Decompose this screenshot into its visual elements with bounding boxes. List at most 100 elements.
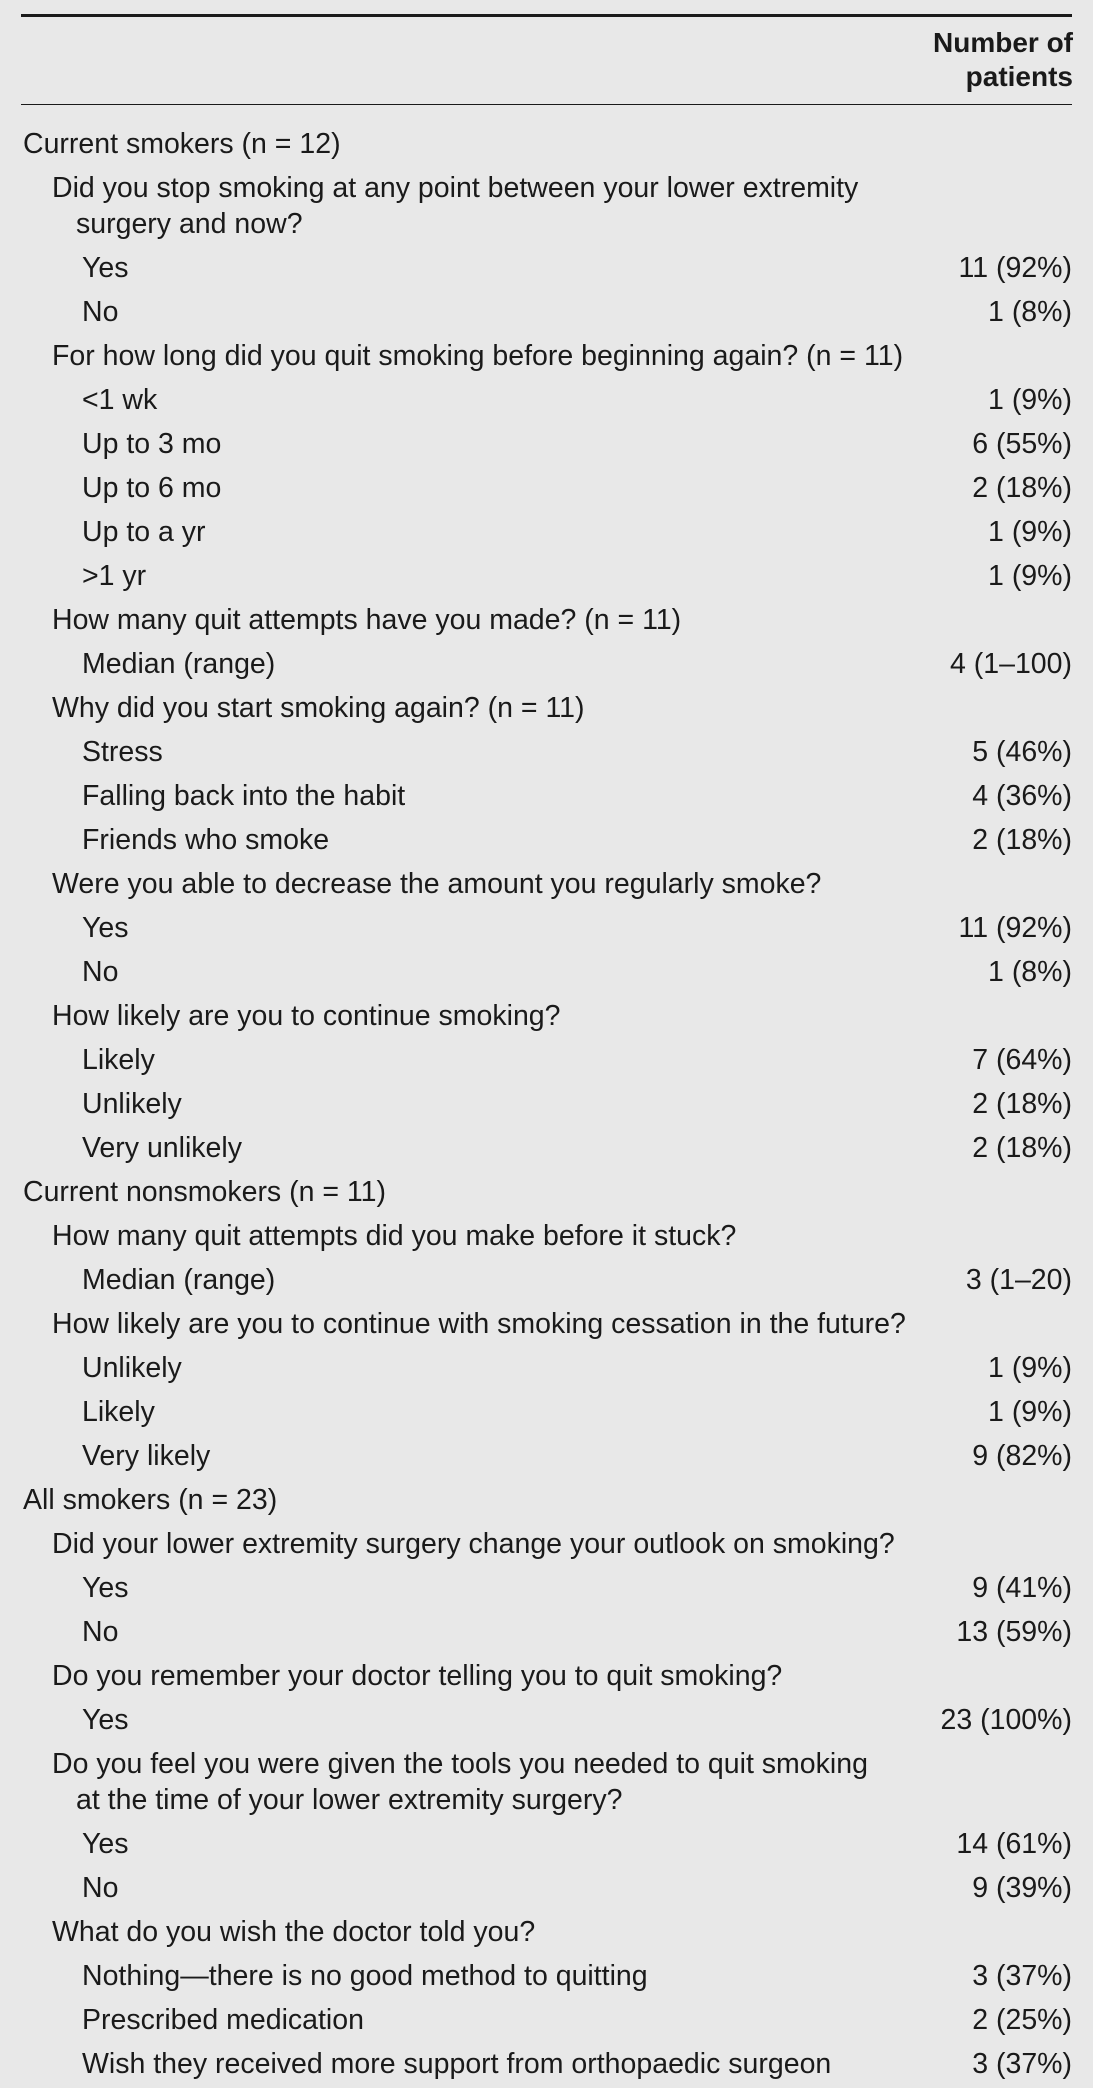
row-label-text: No: [82, 1616, 119, 1648]
row-value: 2 (25%): [972, 2004, 1072, 2036]
row-label-text: Unlikely: [82, 1352, 182, 1384]
row-label: Up to 6 mo: [0, 466, 1093, 510]
answer-row: Median (range) 3 (1–20): [0, 1258, 1093, 1302]
question-row: For how long did you quit smoking before…: [0, 334, 1093, 378]
column-header-line1: Number of: [933, 27, 1073, 58]
row-value: 1 (8%): [988, 296, 1072, 328]
answer-row: Very likely 9 (82%): [0, 1434, 1093, 1478]
row-label-continuation: surgery and now?: [76, 208, 303, 240]
row-label: No: [0, 950, 1093, 994]
answer-row: Likely 1 (9%): [0, 1390, 1093, 1434]
answer-row: Up to 6 mo 2 (18%): [0, 466, 1093, 510]
row-label-text: Stress: [82, 736, 163, 768]
row-label: Do you feel you were given the tools you…: [0, 1746, 1093, 1818]
question-row: How many quit attempts did you make befo…: [0, 1214, 1093, 1258]
column-header-number-of-patients: Number of patients: [873, 26, 1073, 94]
row-label: Yes: [0, 1822, 1093, 1866]
row-value: 2 (18%): [972, 1132, 1072, 1164]
row-value: 2 (18%): [972, 824, 1072, 856]
row-value: 9 (39%): [972, 1872, 1072, 1904]
row-label-text: Do you remember your doctor telling you …: [52, 1660, 783, 1692]
row-label: How likely are you to continue with smok…: [0, 1302, 1093, 1346]
row-label: Unlikely: [0, 1082, 1093, 1126]
row-label: No: [0, 1866, 1093, 1910]
row-label: Up to a yr: [0, 510, 1093, 554]
question-row: What do you wish the doctor told you?: [0, 1910, 1093, 1954]
answer-row: Median (range) 4 (1–100): [0, 642, 1093, 686]
row-value: 5 (46%): [972, 736, 1072, 768]
row-label-text: Current smokers (n = 12): [23, 128, 341, 160]
row-label-text: Yes: [82, 252, 129, 284]
row-label-text: Friends who smoke: [82, 824, 330, 856]
row-value: 1 (9%): [988, 1396, 1072, 1428]
row-value: 1 (9%): [988, 1352, 1072, 1384]
row-label: Current smokers (n = 12): [0, 122, 1093, 166]
row-label-text: No: [82, 956, 119, 988]
row-label-text: Yes: [82, 1572, 129, 1604]
answer-row: Up to 3 mo 6 (55%): [0, 422, 1093, 466]
row-label-text: <1 wk: [82, 384, 158, 416]
row-label: Did you stop smoking at any point betwee…: [0, 170, 1093, 242]
row-label: Likely: [0, 1038, 1093, 1082]
question-row: Were you able to decrease the amount you…: [0, 862, 1093, 906]
row-label: Up to 3 mo: [0, 422, 1093, 466]
row-label: What do you wish the doctor told you?: [0, 1910, 1093, 1954]
row-value: 3 (37%): [972, 2048, 1072, 2080]
row-label: Current nonsmokers (n = 11): [0, 1170, 1093, 1214]
row-label-text: For how long did you quit smoking before…: [52, 340, 904, 372]
row-label: Nothing—there is no good method to quitt…: [0, 1954, 1093, 1998]
row-label-text: Yes: [82, 1828, 129, 1860]
row-label-text: Were you able to decrease the amount you…: [52, 868, 822, 900]
section-header-row: Current smokers (n = 12): [0, 122, 1093, 166]
row-label-text: Falling back into the habit: [82, 780, 406, 812]
section-header-row: Current nonsmokers (n = 11): [0, 1170, 1093, 1214]
row-label-text: What do you wish the doctor told you?: [52, 1916, 536, 1948]
row-label-text: No: [82, 1872, 119, 1904]
row-value: 11 (92%): [958, 912, 1072, 944]
row-value: 3 (37%): [972, 1960, 1072, 1992]
row-value: 2 (18%): [972, 1088, 1072, 1120]
row-label: How many quit attempts did you make befo…: [0, 1214, 1093, 1258]
row-label-text: Very likely: [82, 1440, 211, 1472]
answer-row: Friends who smoke 2 (18%): [0, 818, 1093, 862]
answer-row: Yes 11 (92%): [0, 906, 1093, 950]
header-rule: [21, 104, 1072, 105]
row-label: Very unlikely: [0, 1126, 1093, 1170]
answer-row: No 9 (39%): [0, 1866, 1093, 1910]
row-value: 9 (41%): [972, 1572, 1072, 1604]
row-label: Why did you start smoking again? (n = 11…: [0, 686, 1093, 730]
answer-row: Unlikely 1 (9%): [0, 1346, 1093, 1390]
row-label-text: Did your lower extremity surgery change …: [52, 1528, 895, 1560]
row-label: No: [0, 1610, 1093, 1654]
row-label-text: Yes: [82, 1704, 129, 1736]
row-label: <1 wk: [0, 378, 1093, 422]
row-label: Falling back into the habit: [0, 774, 1093, 818]
answer-row: Nothing—there is no good method to quitt…: [0, 1954, 1093, 1998]
row-label-text: Likely: [82, 1396, 155, 1428]
row-label-text: All smokers (n = 23): [23, 1484, 278, 1516]
answer-row: Stress 5 (46%): [0, 730, 1093, 774]
row-label: Do you remember your doctor telling you …: [0, 1654, 1093, 1698]
answer-row: Prescribed medication 2 (25%): [0, 1998, 1093, 2042]
row-label-text: Did you stop smoking at any point betwee…: [52, 172, 859, 204]
row-label-text: Current nonsmokers (n = 11): [23, 1176, 386, 1208]
row-label-text: Up to a yr: [82, 516, 206, 548]
row-label: Yes: [0, 1566, 1093, 1610]
row-value: 6 (55%): [972, 428, 1072, 460]
answer-row: Yes 9 (41%): [0, 1566, 1093, 1610]
row-label: Were you able to decrease the amount you…: [0, 862, 1093, 906]
row-label: Median (range): [0, 1258, 1093, 1302]
row-label-text: Yes: [82, 912, 129, 944]
row-label: How many quit attempts have you made? (n…: [0, 598, 1093, 642]
row-label: Wish they received more support from ort…: [0, 2042, 1093, 2086]
question-row: How many quit attempts have you made? (n…: [0, 598, 1093, 642]
row-value: 23 (100%): [940, 1704, 1073, 1736]
row-value: 3 (1–20): [965, 1264, 1072, 1296]
row-label: Did your lower extremity surgery change …: [0, 1522, 1093, 1566]
row-label-text: Nothing—there is no good method to quitt…: [82, 1960, 648, 1992]
row-label: Yes: [0, 1698, 1093, 1742]
row-value: 14 (61%): [956, 1828, 1072, 1860]
answer-row: <1 wk 1 (9%): [0, 378, 1093, 422]
row-label: How likely are you to continue smoking?: [0, 994, 1093, 1038]
row-value: 4 (1–100): [949, 648, 1072, 680]
